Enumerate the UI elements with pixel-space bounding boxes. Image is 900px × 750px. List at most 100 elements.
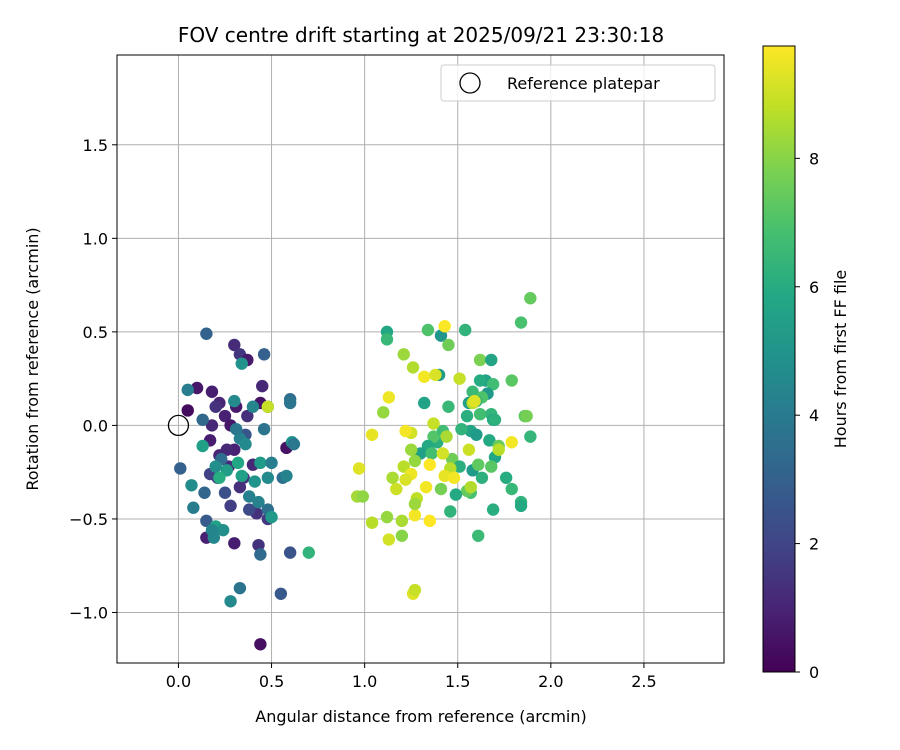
data-point [399, 424, 412, 438]
data-point [483, 434, 496, 447]
data-point [218, 409, 232, 423]
data-point [473, 407, 487, 421]
data-point [458, 323, 472, 337]
data-point [434, 329, 448, 342]
data-point [423, 514, 437, 528]
data-point [242, 503, 256, 516]
data-point [302, 546, 315, 559]
data-point [196, 413, 209, 426]
data-point [209, 460, 222, 473]
data-point [287, 437, 301, 451]
data-point [229, 422, 243, 436]
data-point [233, 581, 247, 595]
legend-label: Reference platepar [507, 74, 660, 93]
data-point [205, 419, 219, 432]
data-point [283, 396, 297, 410]
data-point [505, 374, 518, 387]
data-point [265, 456, 278, 470]
data-point [257, 348, 271, 361]
data-point [440, 430, 453, 443]
data-point [200, 514, 213, 528]
data-point [228, 338, 241, 352]
data-point [254, 456, 267, 470]
data-point [408, 497, 422, 511]
data-point [462, 443, 476, 456]
data-point [399, 473, 412, 486]
data-point [241, 409, 254, 423]
y-tick-label: 0.5 [83, 323, 108, 342]
data-point [283, 546, 297, 559]
x-tick-label: 0.5 [259, 672, 284, 691]
colorbar-label: Hours from first FF file [831, 270, 850, 449]
data-point [505, 482, 518, 496]
data-point [455, 422, 468, 436]
data-point [380, 510, 394, 524]
colorbar-gradient [762, 45, 796, 673]
data-point [246, 400, 260, 413]
data-point [419, 480, 433, 494]
data-point [429, 368, 442, 382]
axis-ticks: 0.0 0.5 1.0 1.5 2.0 2.5 −1.0 −0.5 0.0 0.5 1.0 1.5 [69, 136, 657, 691]
data-point [213, 471, 226, 484]
data-point [453, 460, 466, 473]
data-point [423, 458, 437, 471]
data-point [382, 391, 396, 404]
data-point [190, 381, 204, 395]
plot-frame [116, 54, 725, 664]
data-point [185, 479, 198, 492]
data-point [524, 430, 537, 443]
x-axis-label: Angular distance from reference (arcmin) [255, 707, 586, 726]
data-point [242, 490, 256, 503]
data-point [224, 499, 237, 513]
data-point [425, 447, 438, 460]
x-tick-label: 0.0 [166, 672, 191, 691]
data-point [453, 372, 466, 385]
data-point [436, 447, 450, 460]
scatter-points [167, 292, 537, 651]
y-tick-label: −0.5 [69, 510, 108, 529]
data-point [444, 505, 457, 518]
x-tick-label: 1.5 [445, 672, 470, 691]
colorbar-tick-label: 2 [809, 535, 819, 554]
x-tick-label: 2.5 [631, 672, 656, 691]
data-point [274, 587, 288, 600]
data-point [395, 514, 409, 528]
colorbar-tick-label: 0 [809, 663, 819, 682]
legend-box [440, 64, 716, 102]
data-point [224, 595, 237, 608]
data-point [427, 430, 440, 443]
data-point [196, 439, 209, 453]
y-tick-label: 0.0 [83, 416, 108, 435]
data-point [408, 454, 422, 468]
data-point [408, 509, 422, 522]
data-point [475, 471, 489, 484]
data-point [261, 471, 275, 484]
data-point [181, 404, 194, 417]
grid-lines [117, 55, 724, 663]
data-point [472, 458, 485, 471]
data-point [505, 436, 518, 449]
data-point [485, 353, 498, 367]
colorbar-ticks: 0 2 4 6 8 [795, 149, 819, 682]
data-point [418, 370, 431, 383]
data-point [404, 443, 418, 456]
data-point [408, 583, 422, 597]
data-point [174, 462, 187, 475]
data-point [486, 503, 500, 516]
data-point [261, 400, 275, 413]
data-point [460, 409, 474, 423]
data-point [265, 510, 278, 524]
data-point [514, 499, 528, 513]
data-point [434, 482, 448, 496]
legend-marker-icon [459, 72, 481, 94]
data-point [365, 428, 379, 441]
data-point [472, 529, 485, 542]
data-point [231, 456, 245, 470]
data-point [252, 538, 265, 552]
data-point [365, 516, 379, 529]
data-point [352, 462, 366, 475]
data-point [406, 361, 420, 374]
data-point [257, 422, 271, 436]
data-point [466, 385, 479, 398]
